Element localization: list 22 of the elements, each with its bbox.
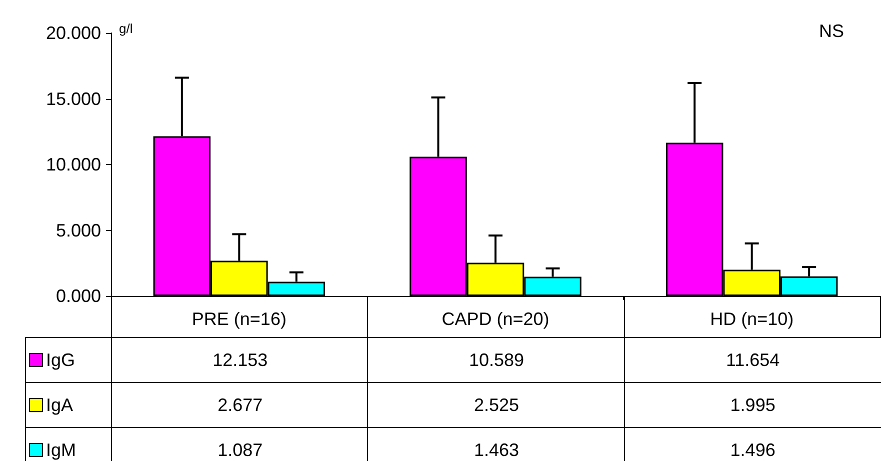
legend-label: IgM [46, 440, 76, 460]
x-tick-label: CAPD (n=20) [442, 309, 550, 329]
data-label: 1.496 [624, 427, 881, 461]
legend-label: IgA [46, 394, 74, 416]
y-tick-label: 10.000 [46, 154, 101, 174]
data-label: 2.677 [111, 382, 368, 427]
data-label: 1.463 [367, 427, 625, 461]
data-label: 11.654 [624, 337, 881, 382]
y-tick-label: 20.000 [46, 23, 101, 43]
data-label: 2.525 [367, 382, 625, 427]
annotation: NS [818, 21, 844, 41]
data-label: 1.087 [111, 427, 368, 461]
x-tick-label: PRE (n=16) [192, 309, 286, 329]
x-tick-label: HD (n=10) [710, 309, 794, 329]
data-label: 12.153 [111, 337, 368, 382]
y-tick-label: 5.000 [56, 220, 101, 240]
legend-label: IgG [46, 350, 76, 370]
y-axis-title: g/l [119, 21, 133, 36]
y-tick-label: 15.000 [46, 88, 101, 109]
data-label: 10.589 [367, 337, 625, 382]
data-label: 1.995 [624, 382, 881, 427]
y-tick-label: 0.000 [56, 286, 101, 306]
